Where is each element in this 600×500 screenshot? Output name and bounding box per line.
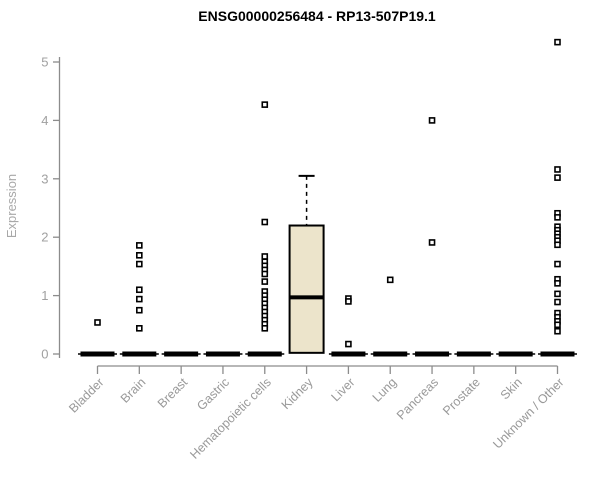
x-category-label: Breast bbox=[155, 375, 191, 411]
points-group bbox=[94, 38, 561, 348]
x-category-label: Brain bbox=[118, 375, 149, 406]
data-point bbox=[261, 270, 269, 278]
data-point bbox=[554, 290, 561, 298]
data-point bbox=[136, 295, 143, 303]
data-point bbox=[261, 325, 269, 332]
data-point bbox=[136, 286, 143, 294]
x-category-label: Liver bbox=[328, 375, 357, 404]
boxplot-collapsed-bar bbox=[247, 351, 282, 357]
boxplot-collapsed-bar bbox=[456, 351, 491, 357]
data-point bbox=[136, 325, 143, 332]
data-point bbox=[428, 239, 436, 246]
data-point bbox=[261, 278, 269, 285]
boxplot-collapsed-bar bbox=[373, 351, 408, 357]
boxplot-box bbox=[288, 224, 325, 354]
data-point bbox=[554, 214, 561, 221]
boxes-group bbox=[78, 174, 577, 357]
data-point bbox=[554, 174, 561, 181]
y-axis-label: Expression bbox=[4, 174, 19, 238]
x-category-label: Kidney bbox=[279, 375, 316, 412]
data-point bbox=[261, 218, 269, 226]
x-category-label: Bladder bbox=[66, 375, 106, 415]
data-point bbox=[136, 306, 143, 314]
boxplot-collapsed-bar bbox=[498, 351, 533, 357]
chart-title: ENSG00000256484 - RP13-507P19.1 bbox=[198, 8, 436, 24]
data-point bbox=[94, 319, 101, 326]
y-tick-label: 1 bbox=[41, 288, 48, 303]
boxplot-collapsed-bar bbox=[122, 351, 157, 357]
x-category-label: Skin bbox=[498, 375, 525, 402]
y-tick-label: 0 bbox=[41, 347, 48, 362]
y-tick-label: 2 bbox=[41, 230, 48, 245]
data-point bbox=[554, 298, 561, 306]
y-tick-label: 4 bbox=[41, 113, 48, 128]
data-point bbox=[554, 241, 561, 249]
data-point bbox=[554, 260, 561, 268]
data-point bbox=[261, 253, 269, 260]
data-point bbox=[136, 242, 143, 249]
x-category-label: Unknown / Other bbox=[490, 375, 566, 451]
data-point bbox=[386, 276, 394, 284]
boxplot-collapsed-bar bbox=[415, 351, 450, 357]
boxplot-collapsed-bar bbox=[80, 351, 115, 357]
y-tick-label: 5 bbox=[41, 55, 48, 70]
data-point bbox=[345, 298, 352, 305]
x-category-label: Prostate bbox=[440, 375, 483, 418]
y-tick-label: 3 bbox=[41, 171, 48, 186]
x-category-label: Gastric bbox=[194, 375, 232, 413]
boxplot-collapsed-bar bbox=[205, 351, 240, 357]
boxplot-collapsed-bar bbox=[331, 351, 366, 357]
boxplot-collapsed-bar bbox=[164, 351, 199, 357]
x-category-label: Hematopoietic cells bbox=[187, 375, 274, 462]
boxplot-collapsed-bar bbox=[540, 351, 575, 357]
data-point bbox=[428, 117, 436, 124]
data-point bbox=[554, 38, 561, 46]
x-category-label: Pancreas bbox=[394, 375, 441, 422]
data-point bbox=[136, 260, 143, 268]
data-point bbox=[554, 327, 561, 335]
data-point bbox=[554, 321, 561, 329]
data-point bbox=[136, 252, 143, 259]
data-point bbox=[554, 280, 561, 287]
boxplot-median bbox=[289, 295, 324, 300]
x-category-label: Lung bbox=[370, 375, 400, 405]
data-point bbox=[261, 101, 269, 108]
data-point bbox=[554, 166, 561, 173]
data-point bbox=[345, 340, 352, 348]
